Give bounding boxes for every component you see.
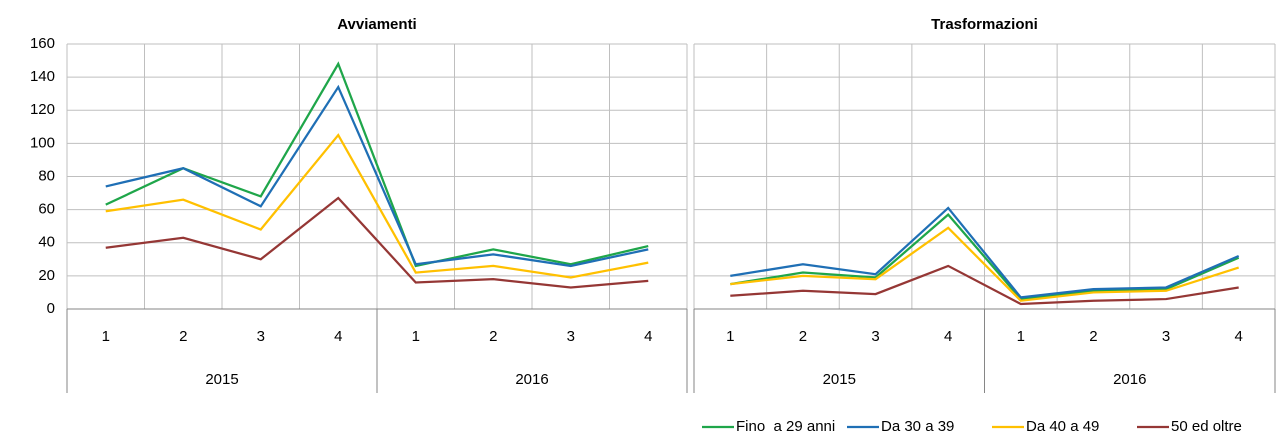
x-group-label: 2016 [1113, 371, 1146, 388]
x-tick-label: 2 [179, 328, 187, 345]
x-tick-label: 1 [102, 328, 110, 345]
chart-title: Trasformazioni [931, 16, 1038, 33]
series-line [730, 213, 1240, 301]
series-line [105, 61, 649, 268]
y-tick-label: 0 [47, 300, 55, 317]
x-tick-label: 1 [412, 328, 420, 345]
x-tick-label: 4 [644, 328, 652, 345]
x-tick-label: 4 [944, 328, 952, 345]
y-tick-label: 20 [38, 267, 55, 284]
x-group-label: 2016 [515, 371, 548, 388]
x-tick-label: 2 [799, 328, 807, 345]
series-line [730, 264, 1239, 306]
x-tick-label: 1 [726, 328, 734, 345]
y-tick-label: 80 [38, 167, 55, 184]
x-tick-label: 3 [567, 328, 575, 345]
x-tick-label: 2 [489, 328, 497, 345]
x-group-label: 2015 [823, 371, 856, 388]
y-tick-label: 140 [30, 68, 55, 85]
x-tick-label: 1 [1017, 328, 1025, 345]
series-line [730, 226, 1240, 302]
x-tick-label: 3 [1162, 328, 1170, 345]
chart-title: Avviamenti [337, 16, 416, 33]
x-group-label: 2015 [205, 371, 238, 388]
legend-label: Fino a 29 anni [736, 418, 835, 435]
series-line [105, 84, 649, 268]
y-tick-label: 40 [38, 234, 55, 251]
y-tick-label: 160 [30, 35, 55, 52]
x-tick-label: 2 [1089, 328, 1097, 345]
y-tick-label: 120 [30, 101, 55, 118]
series-line [105, 196, 649, 289]
y-tick-label: 60 [38, 201, 55, 218]
legend-label: Da 40 a 49 [1026, 418, 1099, 435]
series-line [105, 133, 649, 279]
legend-label: Da 30 a 39 [881, 418, 954, 435]
x-tick-label: 4 [1235, 328, 1243, 345]
series-line [730, 206, 1240, 299]
y-tick-label: 100 [30, 134, 55, 151]
x-tick-label: 3 [871, 328, 879, 345]
x-tick-label: 4 [334, 328, 342, 345]
x-tick-label: 3 [257, 328, 265, 345]
legend-label: 50 ed oltre [1171, 418, 1242, 435]
